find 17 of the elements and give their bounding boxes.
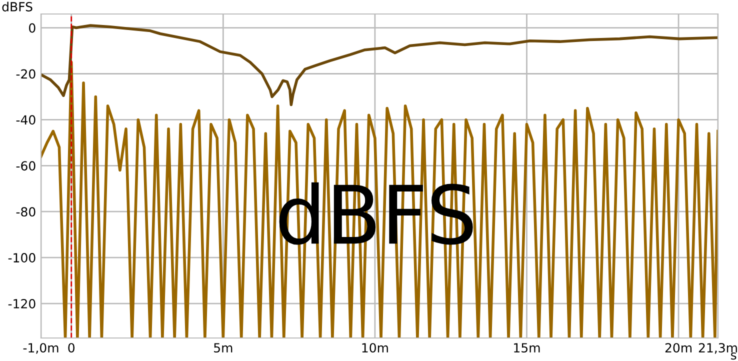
y-tick-label: 0 bbox=[29, 23, 36, 33]
y-tick-label: -40 bbox=[16, 115, 36, 125]
y-axis-title: dBFS bbox=[2, 2, 32, 12]
y-tick-label: -60 bbox=[16, 161, 36, 171]
line-series bbox=[41, 24, 718, 106]
x-tick-label: 20m bbox=[665, 343, 692, 353]
x-tick-label: 0 bbox=[68, 343, 75, 353]
x-tick-label: -1,0m bbox=[23, 343, 58, 354]
x-tick-label: 21,3m bbox=[698, 343, 737, 354]
x-tick-label: 15m bbox=[514, 343, 540, 353]
x-tick-label: 10m bbox=[362, 343, 388, 353]
y-tick-label: -80 bbox=[16, 207, 36, 217]
x-tick-label: 5m bbox=[214, 343, 232, 353]
x-axis-title: s bbox=[730, 352, 736, 360]
y-tick-label: -20 bbox=[16, 69, 36, 79]
y-tick-label: -100 bbox=[8, 253, 36, 262]
y-tick-label: -120 bbox=[8, 299, 36, 308]
